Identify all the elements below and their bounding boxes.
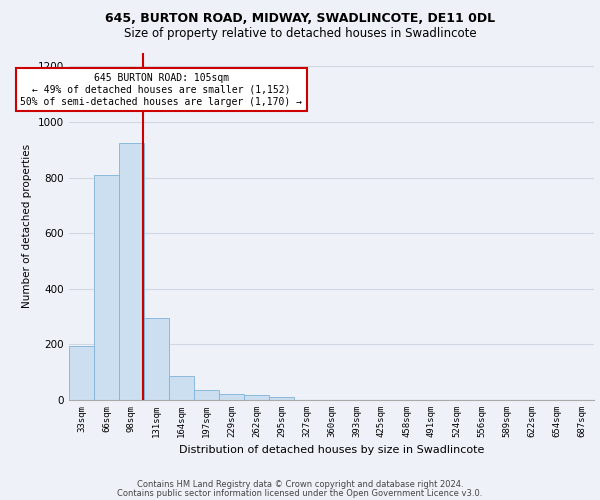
Text: Size of property relative to detached houses in Swadlincote: Size of property relative to detached ho… — [124, 28, 476, 40]
X-axis label: Distribution of detached houses by size in Swadlincote: Distribution of detached houses by size … — [179, 446, 484, 456]
Text: 645, BURTON ROAD, MIDWAY, SWADLINCOTE, DE11 0DL: 645, BURTON ROAD, MIDWAY, SWADLINCOTE, D… — [105, 12, 495, 26]
Bar — [169, 376, 194, 400]
Y-axis label: Number of detached properties: Number of detached properties — [22, 144, 32, 308]
Bar — [94, 175, 119, 400]
Bar — [194, 390, 219, 400]
Bar — [119, 143, 144, 400]
Bar — [69, 346, 94, 400]
Text: 645 BURTON ROAD: 105sqm
← 49% of detached houses are smaller (1,152)
50% of semi: 645 BURTON ROAD: 105sqm ← 49% of detache… — [20, 74, 302, 106]
Text: Contains HM Land Registry data © Crown copyright and database right 2024.: Contains HM Land Registry data © Crown c… — [137, 480, 463, 489]
Bar — [144, 318, 169, 400]
Bar — [244, 395, 269, 400]
Text: Contains public sector information licensed under the Open Government Licence v3: Contains public sector information licen… — [118, 488, 482, 498]
Bar — [269, 396, 294, 400]
Bar — [219, 394, 244, 400]
